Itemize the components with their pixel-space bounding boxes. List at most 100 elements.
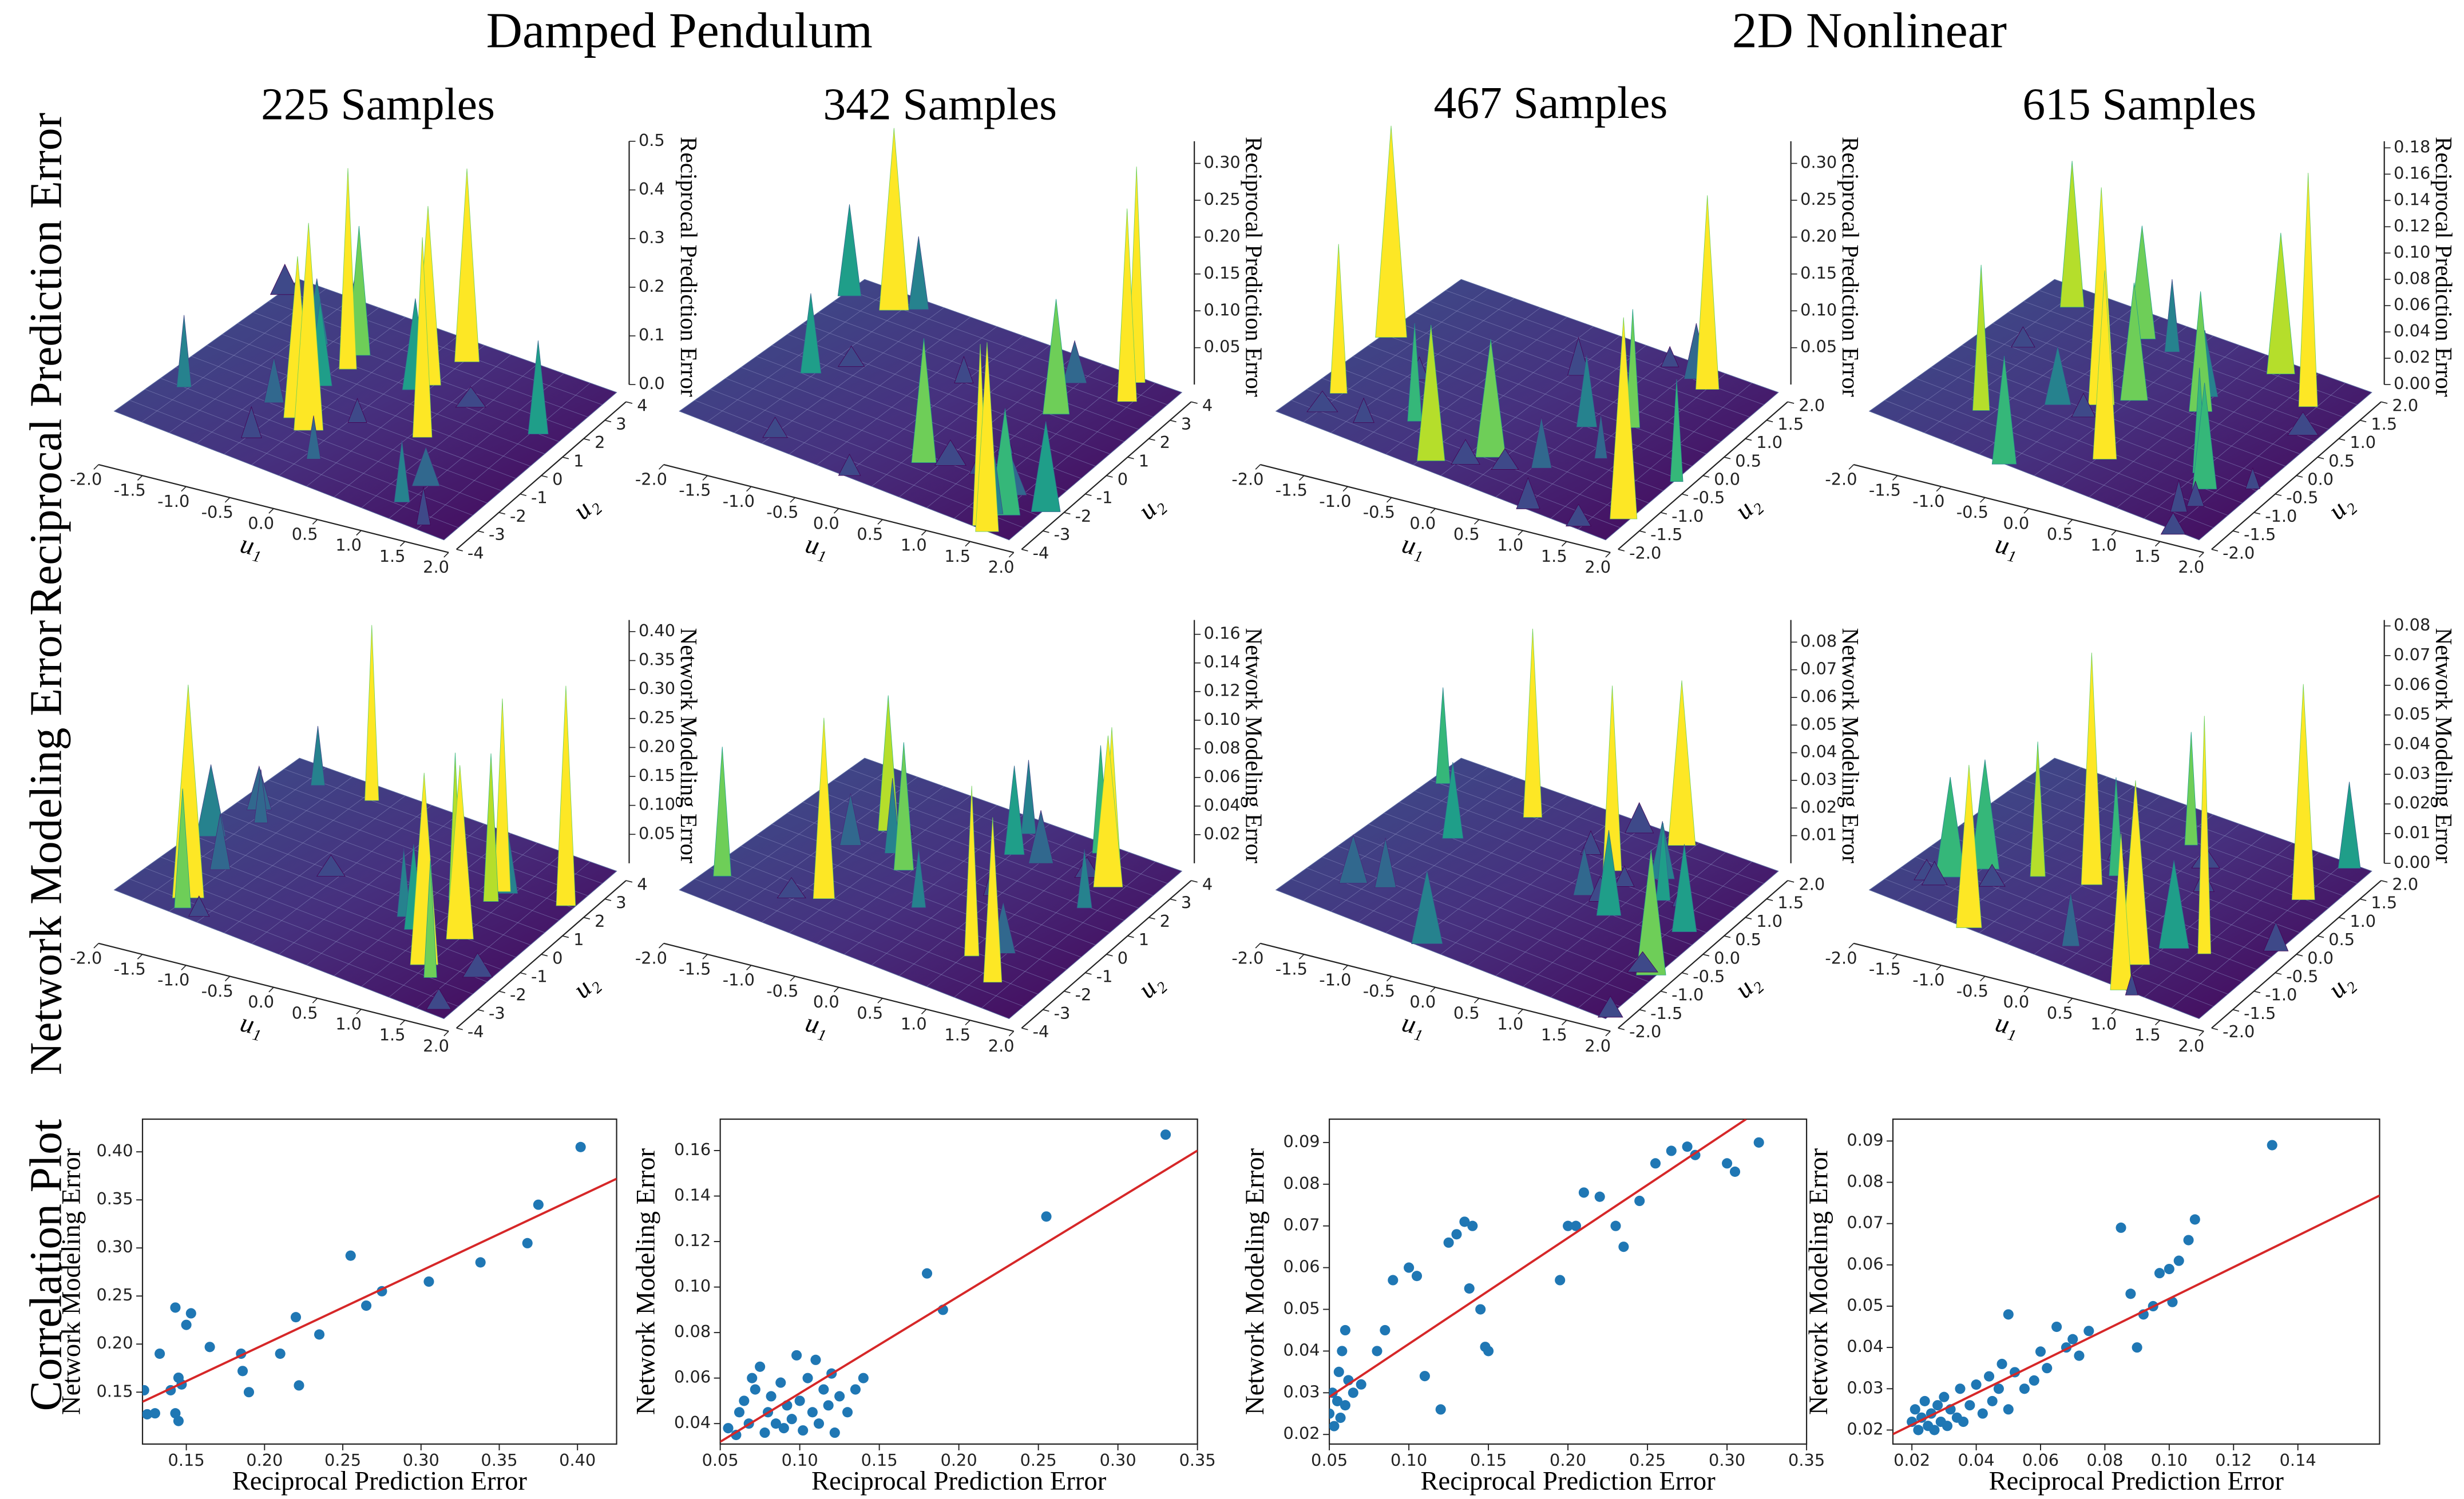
point: [575, 1141, 586, 1152]
surface-spike: [2298, 173, 2318, 407]
surface-spike: [1411, 870, 1443, 945]
point: [1570, 1220, 1582, 1231]
z-tick-label: 0.10: [1204, 300, 1241, 319]
point: [1563, 1220, 1574, 1231]
surface-spike: [1636, 849, 1666, 975]
z-tick-label: 0.10: [639, 795, 675, 814]
x-tick-label: 0.15: [861, 1450, 898, 1470]
surface-spike: [1655, 823, 1671, 901]
y-tick-label: 0.08: [674, 1322, 711, 1341]
surface-spike: [1696, 195, 1720, 390]
y-tick-label: 0.07: [1847, 1213, 1883, 1232]
y-axis-label: u₂: [568, 488, 604, 525]
tick-mark: [1724, 457, 1731, 459]
y-tick-label: 0.5: [2328, 451, 2355, 470]
y-tick-label: 2.0: [2392, 396, 2418, 415]
surface-spike: [2120, 283, 2148, 401]
y-tick-label: 0.04: [674, 1413, 711, 1432]
z-tick-label: 0.15: [639, 766, 675, 785]
point: [1419, 1371, 1430, 1382]
x-tick-label: -1.5: [1275, 481, 1308, 500]
surface-spike: [1076, 848, 1092, 909]
tick-mark: [2111, 530, 2117, 536]
tick-mark: [224, 497, 231, 503]
x-tick-label: -2.0: [70, 948, 102, 967]
y-tick-label: 0: [552, 948, 562, 967]
y-tick-label: 2: [595, 433, 605, 452]
x-tick-label: 1.5: [1541, 1025, 1567, 1045]
z-tick-label: 0.30: [1204, 153, 1241, 172]
y-tick-label: 1: [573, 930, 584, 949]
x-tick-label: -2.0: [635, 469, 667, 489]
x-tick-label: 1.5: [944, 546, 970, 566]
surface-spike: [2081, 652, 2102, 885]
fit-line: [720, 1149, 1198, 1443]
tick-mark: [1936, 486, 1942, 492]
point: [1722, 1158, 1733, 1169]
x-tick-label: 0.0: [2003, 992, 2029, 1012]
tick-mark: [746, 486, 752, 492]
z-tick-label: 0.4: [639, 179, 665, 199]
y-tick-label: -0.5: [1693, 966, 1725, 986]
tick-mark: [2381, 880, 2388, 883]
surface-spike: [1614, 865, 1635, 887]
tick-mark: [877, 998, 883, 1004]
point: [1942, 1421, 1953, 1431]
surface-spike: [2170, 479, 2188, 513]
y-tick-label: 0.03: [1284, 1382, 1320, 1401]
y-tick-label: -1.5: [1650, 1004, 1682, 1023]
x-tick-label: -1.0: [1912, 970, 1944, 990]
y-tick-label: -1: [531, 966, 548, 986]
x-tick-label: -2.0: [70, 469, 102, 489]
surface-spike: [1667, 680, 1696, 846]
point: [423, 1276, 434, 1287]
y-tick-label: 0.06: [1284, 1257, 1320, 1276]
surface-spike: [2121, 780, 2150, 965]
point: [2132, 1342, 2142, 1353]
tick-mark: [356, 530, 362, 536]
x-tick-label: 0.25: [324, 1450, 361, 1470]
surface-spike: [2125, 973, 2138, 996]
tick-mark: [790, 975, 795, 982]
x-tick-label: -1.0: [1319, 970, 1351, 990]
y-axis-label: u₂: [568, 967, 604, 1004]
surface-mesh: [2023, 301, 2343, 418]
surface-mesh: [284, 768, 603, 884]
surface-spike: [1374, 838, 1397, 888]
z-tick-label: 0.01: [2394, 823, 2430, 842]
tick-mark: [2198, 1030, 2204, 1037]
tick-mark: [790, 497, 795, 503]
point: [766, 1391, 777, 1402]
y-tick-label: 0.05: [1847, 1295, 1883, 1315]
tick-mark: [2232, 1009, 2240, 1012]
tick-mark: [2359, 898, 2367, 901]
surface-spike: [813, 717, 835, 899]
surface-spike: [1516, 477, 1540, 509]
point: [802, 1373, 813, 1383]
surface-spike: [1031, 421, 1061, 512]
tick-mark: [2211, 1028, 2219, 1030]
surface-mesh: [2023, 780, 2343, 896]
surface-spike: [1021, 760, 1036, 834]
point: [2189, 1214, 2200, 1225]
surface-spike: [934, 439, 966, 466]
x-tick-label: 0.20: [941, 1450, 977, 1470]
tick-mark: [2253, 990, 2261, 994]
y-tick-label: 0: [552, 469, 562, 489]
z-axis-label: Network Modeling Error: [2431, 628, 2457, 863]
tick-mark: [1605, 1030, 1611, 1037]
surface-spike: [1375, 125, 1407, 338]
x-tick-label: 0.0: [1409, 513, 1436, 533]
point: [2116, 1222, 2126, 1233]
z-axis-label: Network Modeling Error: [1241, 628, 1267, 863]
x-tick-label: 0.15: [1470, 1450, 1507, 1470]
point: [1971, 1379, 1982, 1390]
x-tick-label: -0.5: [766, 981, 798, 1001]
x-tick-label: 0.20: [246, 1450, 283, 1470]
point: [1404, 1262, 1415, 1273]
surface-spike: [893, 742, 914, 871]
x-tick-label: -1.0: [723, 491, 755, 511]
tick-mark: [2275, 972, 2282, 975]
plot-area: [1329, 1119, 1764, 1431]
x-tick-label: -2.0: [1825, 948, 1857, 967]
